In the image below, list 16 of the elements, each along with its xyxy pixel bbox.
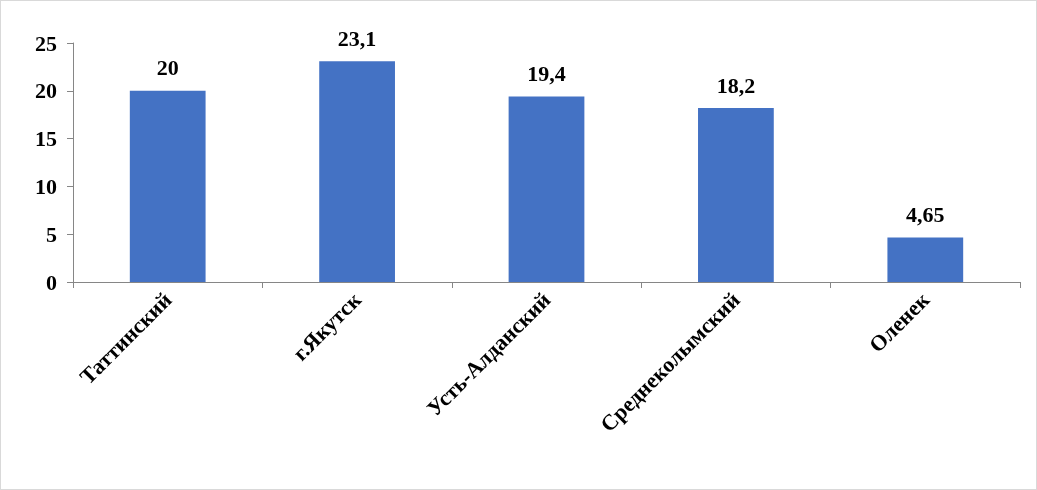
bar: [887, 237, 964, 282]
bar: [129, 90, 206, 282]
data-label: 20: [156, 55, 179, 81]
bar: [319, 61, 395, 282]
y-tick-label: 20: [35, 78, 57, 104]
y-tick-label: 15: [35, 126, 57, 152]
bar: [508, 96, 585, 282]
y-tick-label: 0: [46, 269, 57, 295]
bar: [698, 108, 774, 282]
data-label: 23,1: [337, 25, 377, 51]
y-tick-label: 10: [35, 173, 57, 199]
data-label: 19,4: [527, 61, 566, 87]
y-tick-label: 5: [46, 221, 57, 247]
data-label: 4,65: [906, 202, 945, 228]
data-label: 18,2: [716, 72, 756, 98]
y-tick-label: 25: [35, 30, 57, 56]
